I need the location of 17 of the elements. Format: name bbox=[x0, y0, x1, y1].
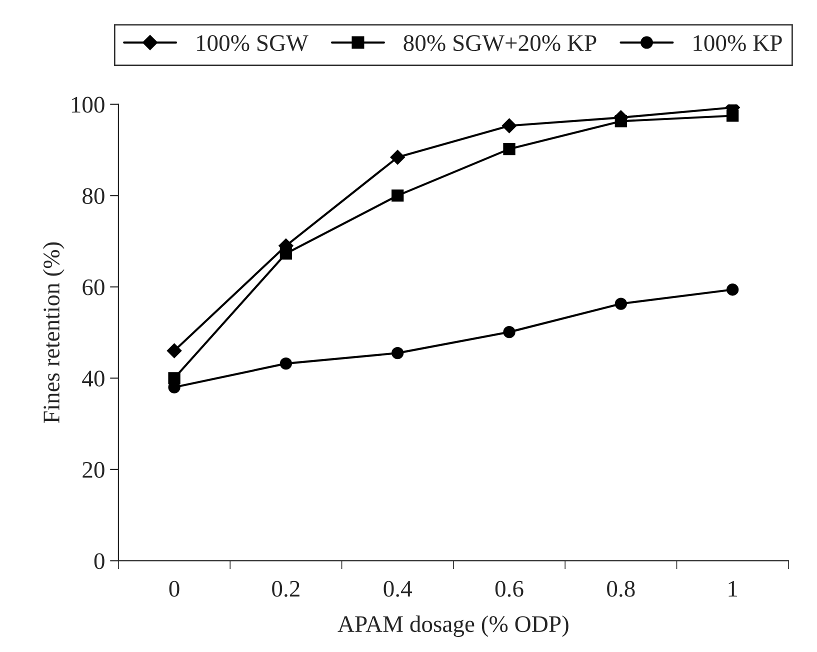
y-tick-label: 100 bbox=[72, 96, 104, 113]
legend-label: 100% SGW bbox=[197, 35, 308, 52]
x-tick-label: 0.8 bbox=[607, 580, 635, 597]
x-tick-label: 0 bbox=[169, 580, 180, 597]
y-tick-label: 0 bbox=[94, 553, 104, 570]
y-tick-label: 40 bbox=[82, 370, 104, 387]
y-tick-label: 20 bbox=[82, 462, 104, 478]
legend-label: 100% KP bbox=[694, 35, 782, 52]
y-tick-label: 60 bbox=[82, 279, 104, 296]
x-tick-label: 0.2 bbox=[272, 580, 300, 597]
legend-label: 80% SGW+20% KP bbox=[404, 35, 596, 52]
x-tick-label: 1 bbox=[728, 580, 738, 597]
x-axis-title: APAM dosage (% ODP) bbox=[338, 615, 568, 637]
y-axis-title: Fines retention (%) bbox=[42, 242, 64, 423]
x-tick-label: 0.4 bbox=[384, 580, 412, 597]
y-tick-label: 80 bbox=[82, 188, 104, 204]
x-tick-label: 0.6 bbox=[495, 580, 524, 597]
